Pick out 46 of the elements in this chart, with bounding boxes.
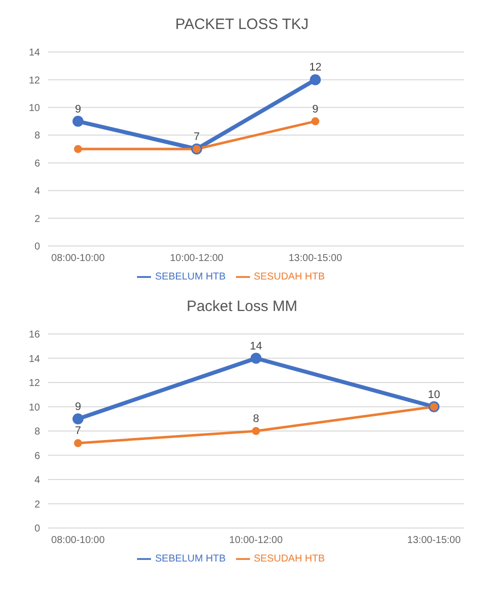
y-tick-label: 4 — [34, 475, 40, 486]
data-label: 10 — [428, 388, 440, 401]
y-tick-label: 2 — [34, 214, 40, 225]
y-tick-label: 2 — [34, 499, 40, 510]
data-label: 9 — [312, 103, 318, 116]
y-tick-label: 16 — [28, 330, 40, 341]
chart-title: PACKET LOSS TKJ — [174, 15, 310, 35]
y-tick-label: 0 — [34, 242, 40, 253]
legend-label: SEBELUM HTB — [155, 272, 226, 283]
y-tick-label: 6 — [34, 158, 40, 170]
y-tick-label: 12 — [28, 378, 40, 390]
point — [252, 427, 260, 435]
legend-label: SEBELUM HTB — [155, 554, 226, 565]
y-tick-label: 8 — [34, 130, 40, 142]
chart-title: Packet Loss MM — [186, 297, 298, 317]
x-tick-label: 10:00-12:00 — [229, 535, 284, 546]
y-tick-label: 4 — [34, 186, 40, 198]
x-tick-label: 08:00-10:00 — [51, 535, 106, 546]
y-tick-label: 10 — [28, 102, 40, 114]
point — [74, 145, 82, 153]
y-tick-label: 6 — [34, 450, 40, 462]
y-tick-label: 12 — [28, 75, 40, 86]
point — [72, 413, 84, 424]
y-tick-label: 8 — [34, 426, 40, 438]
data-label: 9 — [74, 103, 82, 116]
y-tick-label: 14 — [28, 48, 40, 59]
data-label: 7 — [194, 131, 200, 143]
point — [311, 117, 320, 126]
legend-label: SESUDAH HTB — [254, 554, 325, 565]
x-tick-label: 13:00-15:00 — [407, 535, 462, 546]
data-label: 7 — [74, 425, 82, 438]
point — [250, 352, 262, 364]
data-label: 9 — [74, 400, 82, 413]
y-tick-label: 0 — [34, 524, 40, 535]
point — [310, 74, 321, 86]
y-tick-label: 14 — [28, 354, 40, 365]
point — [74, 439, 82, 448]
x-tick-label: 08:00-10:00 — [51, 253, 106, 264]
y-tick-label: 10 — [28, 402, 40, 414]
x-tick-label: 10:00-12:00 — [170, 253, 224, 264]
data-label: 14 — [250, 340, 262, 352]
legend-label: SESUDAH HTB — [254, 272, 325, 283]
data-label: 8 — [252, 413, 260, 425]
point — [72, 116, 84, 127]
x-tick-label: 13:00-15:00 — [288, 253, 342, 264]
data-label: 12 — [309, 62, 322, 74]
